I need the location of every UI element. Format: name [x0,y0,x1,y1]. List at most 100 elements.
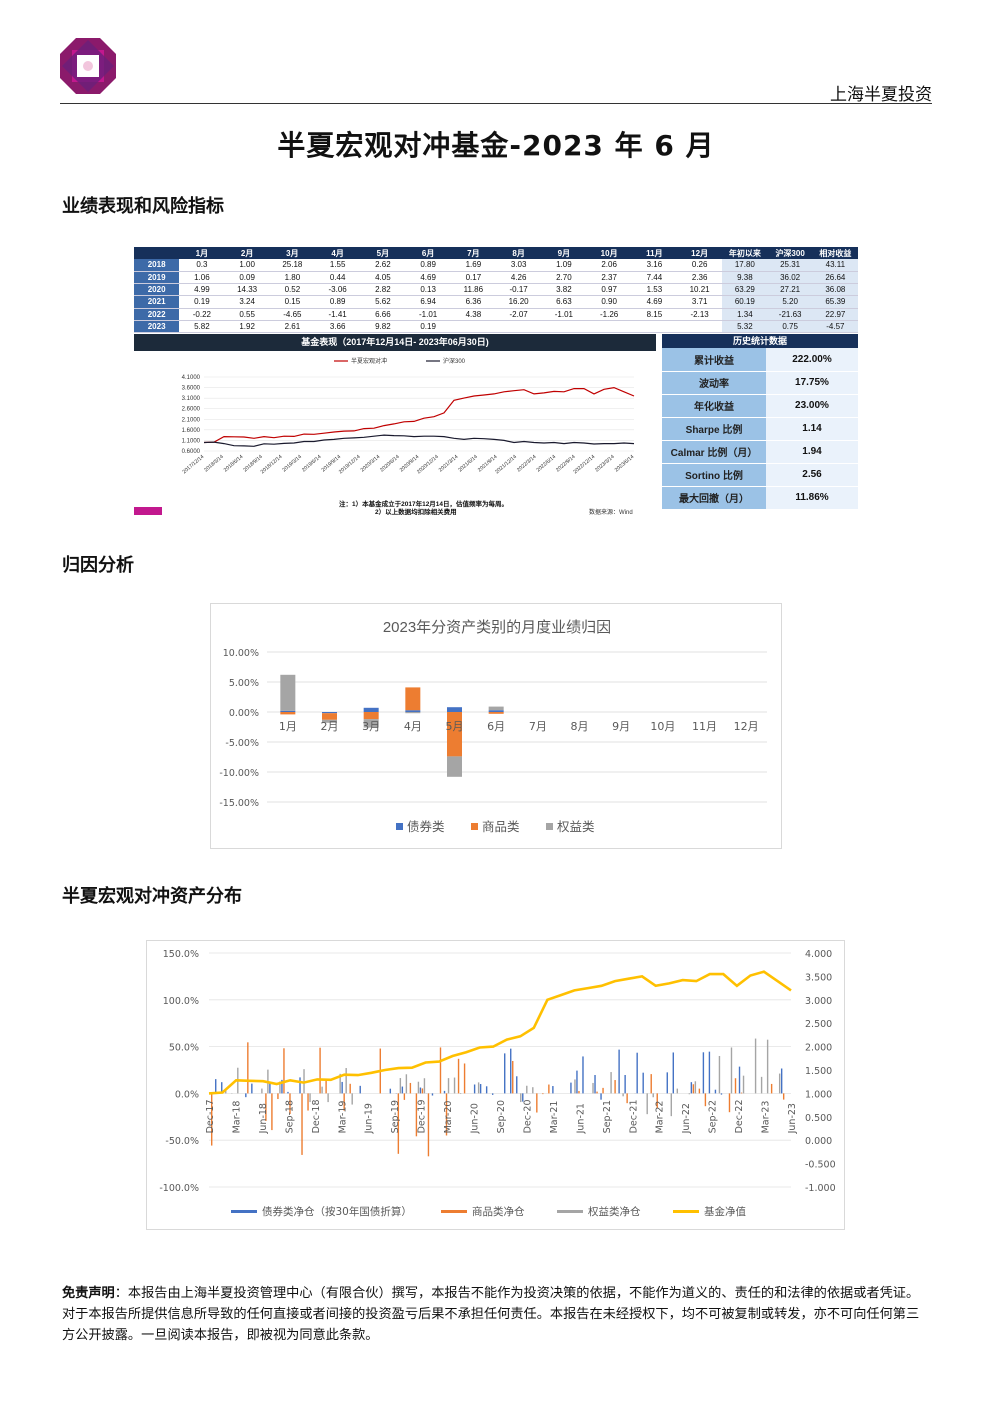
bar [624,1075,626,1094]
x-tick-label: Dec-19 [417,1099,428,1133]
bar [281,1079,283,1094]
x-tick-label: 2017/12/14 [182,454,206,475]
table-header-cell: 8月 [496,247,542,259]
stats-label: 累计收益 [662,348,766,372]
table-cell: 0.19 [179,295,225,309]
bar [439,1047,442,1094]
bar [261,1088,263,1094]
stats-table: 累计收益 222.00% 波动率 17.75% 年化收益 23.00% Sharpe 比例 1… [662,348,858,510]
bar [245,1093,247,1098]
x-tick-label: 10月 [650,720,675,733]
stats-row: Sharpe 比例 1.14 [662,417,858,441]
bar [672,1052,674,1094]
table-cell: 22.97 [812,308,858,321]
table-cell [586,320,632,334]
table-header-cell: 7月 [450,247,496,259]
x-tick-label: Sep-18 [284,1100,295,1133]
x-tick-label: Jun-20 [470,1103,481,1134]
bar [211,1093,213,1146]
x-tick-label: 2019/12/14 [338,454,362,475]
bar [321,1086,323,1094]
table-header-cell: 沪深300 [767,247,813,259]
y-tick-label: 10.00% [223,648,259,659]
bar [636,1052,638,1094]
table-cell: 11.86 [450,283,496,297]
table-cell: -0.22 [179,308,225,321]
bar [363,712,379,720]
bar [740,1092,743,1094]
x-tick-label: Mar-23 [761,1101,772,1134]
bar [738,1066,741,1094]
table-cell: 16.20 [496,295,542,309]
y-tick-label: 150.0% [163,949,199,960]
x-tick-label: 2021/3/14 [438,454,460,474]
bar [714,1089,717,1094]
nav-chart-title: 基金表现（2017年12月14日- 2023年06月30日) [134,334,656,351]
table-cell: 5.62 [360,295,406,309]
bar [325,1080,327,1094]
table-cell: 9.82 [360,320,406,334]
legend-label: 半夏宏观对冲 [351,357,387,365]
bar [602,1087,604,1094]
bar [280,710,296,712]
table-cell: 1.00 [224,259,270,272]
table-cell: 1.09 [541,259,587,272]
legend-swatch [231,1210,257,1213]
table-cell: 0.52 [269,283,315,297]
x-tick-label: Mar-21 [549,1101,560,1134]
row-year: 2022 [134,308,180,321]
bar [363,707,379,712]
disclaimer-text: ：本报告由上海半夏投资管理中心（有限合伙）撰写，本报告不能作为投资决策的依据，不… [62,1286,920,1343]
bar [576,1070,578,1094]
bar [652,1093,654,1098]
legend-label: 权益类净仓 [588,1205,641,1218]
stats-value: 23.00% [766,394,858,418]
row-year: 2020 [134,283,180,297]
bar [778,1073,781,1094]
bar [419,1087,422,1094]
y2-tick-label: 2.500 [805,1019,832,1030]
table-cell: 14.33 [224,283,270,297]
bar [431,1093,434,1096]
bar [269,1082,271,1094]
table-cell: 4.69 [631,295,677,309]
legend-label: 基金净值 [704,1205,746,1218]
bar [582,1056,584,1094]
table-cell: -0.17 [496,283,542,297]
bar [488,712,504,714]
header-divider [60,103,932,104]
disclaimer-label: 免责声明 [62,1286,115,1301]
y-tick-label: 0.0% [175,1089,199,1100]
bar [742,1075,745,1094]
bar [522,1093,524,1102]
bar [688,1093,691,1095]
table-cell: 3.71 [677,295,723,309]
stats-row: 波动率 17.75% [662,371,858,395]
y-tick-label: -100.0% [159,1183,199,1194]
table-cell: -1.41 [315,308,361,321]
table-cell: 0.19 [405,320,451,334]
table-cell: 4.99 [179,283,225,297]
table-cell [631,320,677,334]
bar [322,713,337,720]
x-tick-label: Sep-19 [390,1100,401,1133]
table-cell: 17.80 [722,259,768,272]
x-tick-label: Jun-22 [681,1103,692,1134]
legend-label: 商品类 [482,819,520,834]
table-row: 2022 -0.22 0.55 -4.65 -1.41 6.66 -1.01 4.38 -2.0… [134,308,858,321]
bar [720,1093,723,1095]
bar [215,1079,217,1094]
stats-value: 1.14 [766,417,858,441]
bar [322,719,337,723]
bar [341,1081,343,1094]
table-cell: 4.26 [496,271,542,285]
y2-tick-label: 3.000 [805,996,832,1007]
bar [457,1058,460,1094]
bar [389,1088,392,1094]
y-tick-label: 5.00% [229,678,259,689]
bar [694,1081,697,1094]
table-cell: 3.66 [315,320,361,334]
table-cell [496,320,542,334]
table-cell [541,320,587,334]
x-tick-label: 2020/12/14 [416,454,440,475]
